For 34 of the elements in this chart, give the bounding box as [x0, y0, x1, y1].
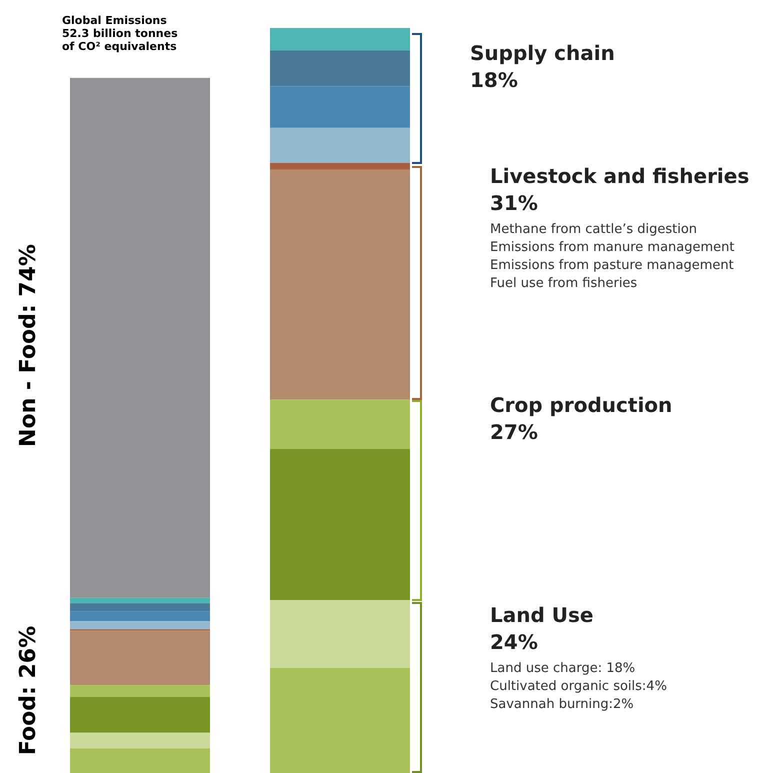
bar: [270, 448, 410, 600]
text: Emissions from manure management: [490, 239, 736, 257]
bar: [70, 598, 210, 604]
text: Land use charge: 18%: [490, 660, 636, 678]
text: Supply chain 18%: [470, 40, 615, 94]
text: Emissions from pasture management: [490, 257, 735, 275]
bar: [270, 86, 410, 128]
bar: [270, 28, 410, 50]
text: Savannah burning:2%: [490, 696, 635, 714]
text: Methane from cattle’s digestion: [490, 221, 698, 239]
text: Livestock and fisheries 31%: [490, 163, 750, 217]
bar: [70, 621, 210, 630]
bar: [70, 630, 210, 686]
bar: [70, 732, 210, 748]
bar: [270, 600, 410, 668]
bar: [270, 400, 410, 449]
annotation: Food: 26%: [16, 625, 41, 755]
bar: [70, 611, 210, 622]
bar: [270, 170, 410, 400]
bar: [70, 685, 210, 698]
chart-title: Global Emissions 52.3 billion tonnes of CO² equivalents: [62, 14, 178, 53]
bar: [270, 128, 410, 163]
bar: [70, 748, 210, 773]
bar: [70, 603, 210, 612]
annotation: Non - Food: 74%: [15, 244, 40, 446]
bar: [270, 162, 410, 170]
bar: [70, 78, 210, 598]
bar: [270, 668, 410, 773]
bar: [70, 697, 210, 733]
text: Fuel use from fisheries: [490, 275, 638, 293]
text: Land Use 24%: [490, 602, 594, 656]
bar: [270, 50, 410, 86]
text: Cultivated organic soils:4%: [490, 678, 667, 696]
text: Crop production 27%: [490, 392, 672, 446]
